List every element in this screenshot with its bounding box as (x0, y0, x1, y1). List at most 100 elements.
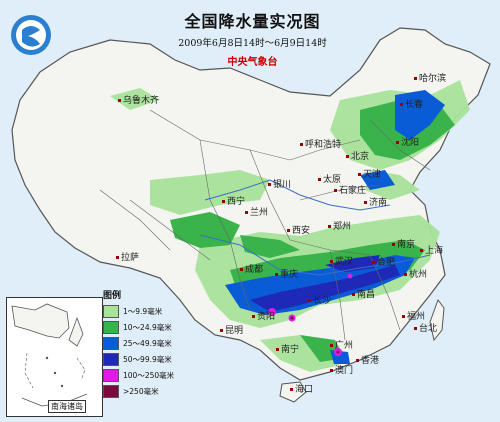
city-label: 北京 (346, 152, 369, 162)
map-title: 全国降水量实况图 (184, 12, 321, 31)
city-label: 天津 (358, 170, 381, 180)
city-dot (276, 348, 279, 351)
city-label: 太原 (318, 175, 341, 185)
city-label: 兰州 (245, 208, 268, 218)
city-dot (287, 229, 290, 232)
city-label: 昆明 (220, 326, 243, 336)
rivers (199, 179, 431, 276)
legend-swatch (103, 320, 119, 334)
city-label: 海口 (290, 385, 313, 395)
south-china-sea-inset (6, 297, 103, 417)
city-dot (358, 173, 361, 176)
inset-map (11, 303, 88, 407)
city-dot (330, 369, 333, 372)
legend-label: 1～9.9毫米 (123, 306, 163, 316)
legend-swatch (103, 336, 119, 350)
city-label: 台北 (414, 324, 437, 334)
legend-label: 50～99.9毫米 (123, 354, 172, 364)
city-dot (404, 273, 407, 276)
city-dot (414, 77, 417, 80)
legend-item: 100～250毫米 (103, 368, 187, 382)
legend-item: 50～99.9毫米 (103, 352, 187, 366)
city-dot (400, 103, 403, 106)
precip-band-4 (250, 255, 400, 312)
city-dot (330, 344, 333, 347)
city-label: 西宁 (222, 197, 245, 207)
city-label: 成都 (240, 265, 263, 275)
city-dot (346, 155, 349, 158)
legend-swatch (103, 304, 119, 318)
legend-item: >250毫米 (103, 384, 187, 398)
city-dot (334, 189, 337, 192)
city-dot (392, 243, 395, 246)
city-dot (222, 200, 225, 203)
city-label: 南昌 (352, 290, 375, 300)
city-label: 贵阳 (252, 312, 275, 322)
city-label: 呼和浩特 (300, 140, 341, 150)
legend-label: >250毫米 (123, 386, 159, 396)
city-dot (402, 315, 405, 318)
city-dot (245, 211, 248, 214)
city-label: 杭州 (404, 270, 427, 280)
city-dot (328, 225, 331, 228)
taiwan-island (429, 298, 445, 342)
city-dot (372, 261, 375, 264)
city-dot (252, 315, 255, 318)
city-label: 银川 (268, 180, 291, 190)
legend-swatch (103, 368, 119, 382)
title-block: 全国降水量实况图 2009年6月8日14时～6月9日14时 中央气象台 (165, 8, 340, 68)
city-label: 南宁 (276, 345, 299, 355)
city-dot (220, 329, 223, 332)
legend-label: 10～24.9毫米 (123, 322, 172, 332)
city-dot (275, 273, 278, 276)
legend-item: 1～9.9毫米 (103, 304, 187, 318)
map-subtitle: 2009年6月8日14时～6月9日14时 (178, 38, 327, 49)
legend-swatch (103, 352, 119, 366)
city-dot (118, 99, 121, 102)
city-dot (364, 201, 367, 204)
city-dot (356, 359, 359, 362)
city-label: 哈尔滨 (414, 74, 446, 84)
legend: 图例 1～9.9毫米 10～24.9毫米 25～49.9毫米 50～99.9毫米… (103, 288, 187, 400)
city-label: 西安 (287, 226, 310, 236)
precip-band-6 (290, 316, 340, 354)
city-label: 合肥 (372, 258, 395, 268)
hainan-island (279, 381, 307, 403)
legend-item: 10～24.9毫米 (103, 320, 187, 334)
city-dot (318, 178, 321, 181)
legend-swatch (103, 384, 119, 398)
city-dot (116, 256, 119, 259)
city-label: 武汉 (330, 257, 353, 267)
city-label: 澳门 (330, 366, 353, 376)
legend-title: 图例 (103, 291, 122, 301)
legend-label: 25～49.9毫米 (123, 338, 172, 348)
legend-label: 100～250毫米 (123, 370, 175, 380)
city-label: 南京 (392, 240, 415, 250)
city-dot (268, 183, 271, 186)
city-label: 沈阳 (396, 138, 419, 148)
city-dot (308, 299, 311, 302)
city-label: 拉萨 (116, 253, 139, 263)
legend-item: 25～49.9毫米 (103, 336, 187, 350)
city-dot (300, 143, 303, 146)
city-label: 香港 (356, 356, 379, 366)
city-dot (330, 260, 333, 263)
city-dot (396, 141, 399, 144)
city-label: 广州 (330, 341, 353, 351)
cma-logo-icon (8, 12, 54, 58)
city-dot (352, 293, 355, 296)
city-label: 长沙 (308, 296, 331, 306)
city-label: 长春 (400, 100, 423, 110)
city-label: 乌鲁木齐 (118, 96, 159, 106)
city-dot (414, 327, 417, 330)
city-label: 济南 (364, 198, 387, 208)
city-label: 郑州 (328, 222, 351, 232)
province-borders (99, 109, 431, 341)
city-dot (420, 249, 423, 252)
inset-label: 南海诸岛 (48, 400, 86, 413)
city-label: 石家庄 (334, 186, 366, 196)
agency-name: 中央气象台 (227, 57, 278, 68)
city-dot (290, 388, 293, 391)
